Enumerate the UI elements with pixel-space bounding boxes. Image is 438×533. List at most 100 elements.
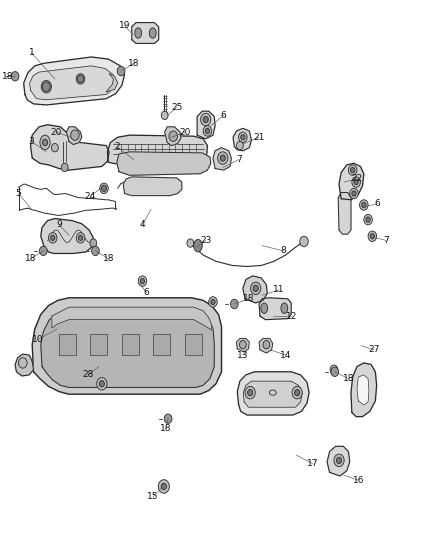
Ellipse shape (348, 165, 357, 175)
Ellipse shape (237, 141, 243, 150)
Polygon shape (351, 363, 377, 417)
Ellipse shape (135, 28, 141, 38)
Ellipse shape (350, 188, 358, 199)
Ellipse shape (11, 71, 19, 81)
Ellipse shape (211, 300, 215, 304)
Text: 4: 4 (140, 220, 145, 229)
Ellipse shape (41, 80, 51, 93)
Text: 22: 22 (351, 174, 363, 183)
Text: 5: 5 (16, 189, 21, 198)
Ellipse shape (245, 386, 255, 399)
Text: 12: 12 (286, 311, 297, 320)
Polygon shape (213, 148, 231, 170)
Polygon shape (90, 334, 107, 355)
Ellipse shape (354, 180, 358, 184)
Text: 13: 13 (237, 351, 249, 360)
Text: 23: 23 (200, 236, 212, 245)
Ellipse shape (336, 457, 342, 464)
Polygon shape (233, 128, 251, 151)
Ellipse shape (230, 300, 238, 309)
Text: 18: 18 (160, 424, 172, 433)
Text: 10: 10 (32, 335, 43, 344)
Polygon shape (357, 375, 369, 405)
Polygon shape (106, 74, 118, 92)
Text: 15: 15 (148, 492, 159, 502)
Ellipse shape (78, 235, 83, 240)
Ellipse shape (99, 381, 104, 387)
Ellipse shape (39, 246, 47, 255)
Ellipse shape (76, 232, 85, 243)
Polygon shape (123, 177, 182, 196)
Text: 18: 18 (243, 294, 254, 303)
Text: 6: 6 (374, 199, 380, 208)
Text: 8: 8 (281, 246, 286, 255)
Text: 18: 18 (102, 254, 114, 263)
Text: 18: 18 (128, 59, 140, 68)
Ellipse shape (253, 285, 258, 292)
Text: 3: 3 (28, 137, 34, 146)
Ellipse shape (251, 282, 261, 295)
Ellipse shape (149, 28, 156, 38)
Ellipse shape (350, 167, 355, 173)
Ellipse shape (362, 203, 366, 208)
Ellipse shape (220, 155, 226, 161)
Text: 7: 7 (236, 155, 241, 164)
Polygon shape (237, 372, 309, 415)
Ellipse shape (92, 246, 99, 255)
Ellipse shape (334, 454, 344, 466)
Polygon shape (153, 334, 170, 355)
Polygon shape (117, 152, 211, 175)
Ellipse shape (240, 341, 246, 349)
Polygon shape (30, 66, 115, 100)
Polygon shape (32, 298, 222, 394)
Ellipse shape (49, 232, 57, 243)
Ellipse shape (203, 116, 208, 123)
Text: 17: 17 (307, 459, 318, 468)
Ellipse shape (368, 231, 377, 241)
Ellipse shape (102, 185, 106, 191)
Polygon shape (243, 381, 302, 407)
Polygon shape (165, 127, 181, 146)
Text: 27: 27 (368, 345, 380, 354)
Ellipse shape (42, 139, 48, 146)
Ellipse shape (158, 480, 170, 493)
Text: 14: 14 (280, 351, 291, 360)
Text: 2: 2 (114, 142, 120, 151)
Ellipse shape (201, 114, 211, 126)
Ellipse shape (169, 131, 177, 141)
Text: 19: 19 (119, 21, 130, 30)
Ellipse shape (71, 130, 79, 140)
Ellipse shape (364, 214, 372, 225)
Text: 6: 6 (221, 111, 226, 120)
Ellipse shape (161, 483, 166, 490)
Text: 18: 18 (2, 72, 14, 81)
Polygon shape (67, 127, 82, 144)
Ellipse shape (187, 239, 194, 247)
Ellipse shape (218, 152, 228, 164)
Text: 18: 18 (343, 374, 354, 383)
Polygon shape (107, 135, 208, 165)
Text: 11: 11 (273, 286, 285, 294)
Polygon shape (52, 307, 212, 330)
Ellipse shape (138, 276, 147, 286)
Polygon shape (259, 338, 273, 353)
Polygon shape (122, 334, 139, 355)
Polygon shape (243, 276, 267, 303)
Polygon shape (24, 57, 124, 105)
Ellipse shape (78, 75, 84, 83)
Ellipse shape (97, 377, 107, 390)
Polygon shape (41, 309, 214, 387)
Ellipse shape (366, 217, 370, 222)
Text: 21: 21 (253, 133, 265, 142)
Ellipse shape (352, 191, 356, 196)
Ellipse shape (241, 135, 245, 140)
Ellipse shape (205, 128, 209, 134)
Ellipse shape (331, 367, 339, 376)
Polygon shape (41, 219, 93, 254)
Polygon shape (338, 192, 351, 234)
Polygon shape (259, 298, 291, 320)
Ellipse shape (330, 365, 338, 374)
Ellipse shape (90, 239, 97, 247)
Ellipse shape (194, 239, 202, 252)
Polygon shape (59, 334, 76, 355)
